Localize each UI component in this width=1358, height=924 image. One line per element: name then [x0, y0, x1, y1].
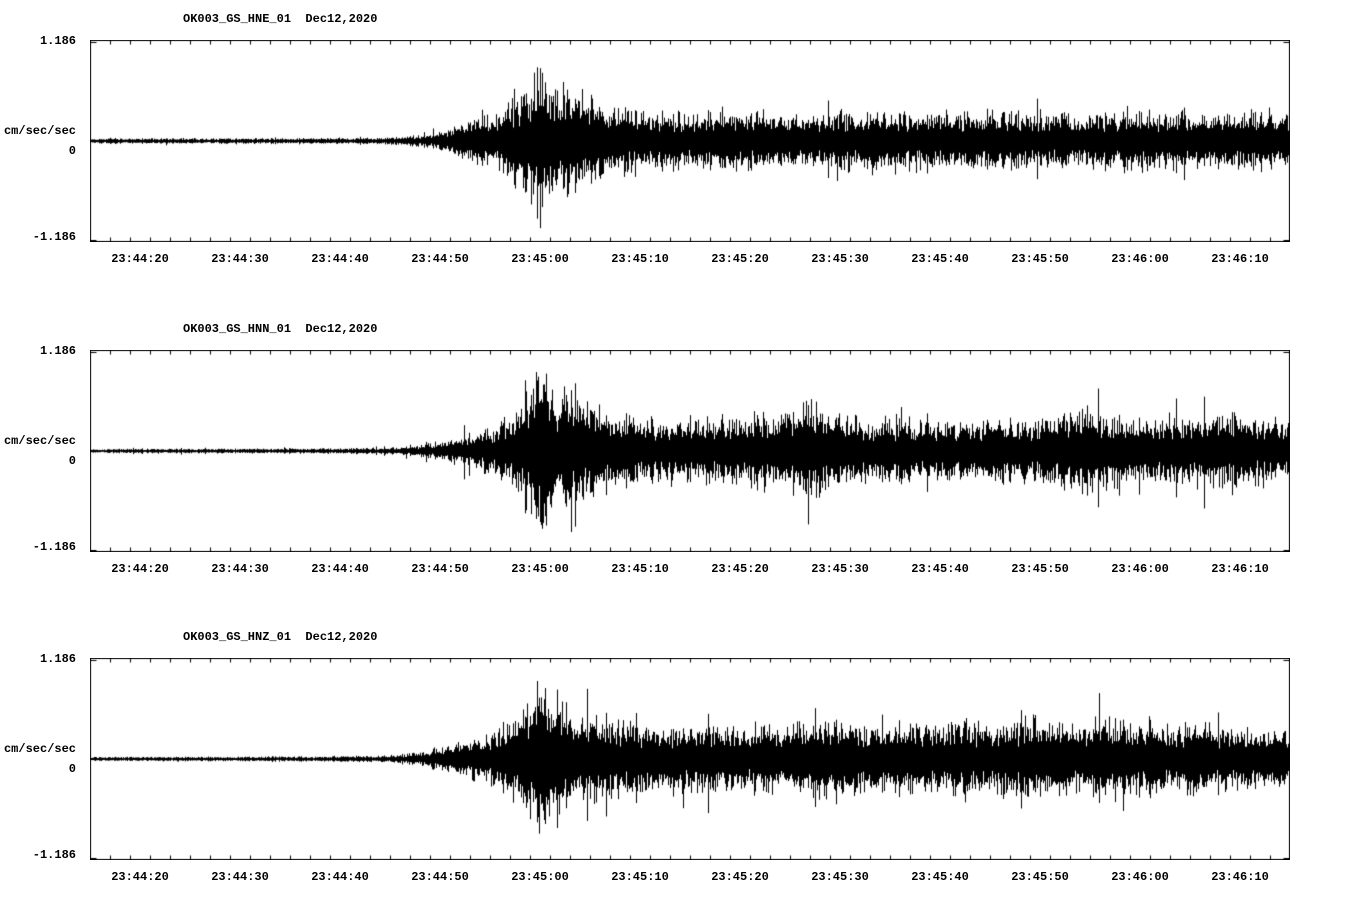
x-tick-label: 23:45:40 — [911, 562, 969, 576]
y-tick-zero: 0 — [68, 144, 76, 158]
y-tick-min: -1.186 — [32, 848, 76, 862]
x-tick-label: 23:45:30 — [811, 252, 869, 266]
waveform-canvas-hnn — [90, 350, 1290, 552]
y-tick-min: -1.186 — [32, 230, 76, 244]
x-tick-label: 23:44:20 — [111, 562, 169, 576]
trace-title-hnz: OK003_GS_HNZ_01 Dec12,2020 — [183, 630, 378, 644]
x-tick-label: 23:44:20 — [111, 870, 169, 884]
x-tick-label: 23:44:40 — [311, 870, 369, 884]
trace-panel-hnn: OK003_GS_HNN_01 Dec12,2020 1.186 cm/sec/… — [0, 310, 1358, 610]
y-tick-min: -1.186 — [32, 540, 76, 554]
x-tick-label: 23:45:50 — [1011, 562, 1069, 576]
x-tick-label: 23:44:30 — [211, 870, 269, 884]
x-tick-label: 23:46:10 — [1211, 252, 1269, 266]
x-tick-label: 23:45:50 — [1011, 252, 1069, 266]
trace-title-hnn: OK003_GS_HNN_01 Dec12,2020 — [183, 322, 378, 336]
x-tick-label: 23:45:00 — [511, 252, 569, 266]
y-tick-max: 1.186 — [39, 34, 76, 48]
x-tick-label: 23:46:10 — [1211, 870, 1269, 884]
x-tick-label: 23:44:30 — [211, 252, 269, 266]
x-tick-label: 23:44:50 — [411, 562, 469, 576]
x-tick-label: 23:45:50 — [1011, 870, 1069, 884]
x-tick-label: 23:45:40 — [911, 252, 969, 266]
y-tick-zero: 0 — [68, 454, 76, 468]
x-tick-label: 23:44:40 — [311, 252, 369, 266]
x-tick-label: 23:44:50 — [411, 870, 469, 884]
x-tick-label: 23:45:10 — [611, 252, 669, 266]
y-axis-units: cm/sec/sec — [3, 124, 76, 138]
x-tick-label: 23:45:30 — [811, 870, 869, 884]
x-tick-label: 23:45:40 — [911, 870, 969, 884]
trace-title-hne: OK003_GS_HNE_01 Dec12,2020 — [183, 12, 378, 26]
x-axis-labels: 23:44:20 23:44:30 23:44:40 23:44:50 23:45:00… — [0, 562, 1358, 578]
x-tick-label: 23:45:00 — [511, 562, 569, 576]
x-axis-labels: 23:44:20 23:44:30 23:44:40 23:44:50 23:45:00… — [0, 252, 1358, 268]
x-tick-label: 23:45:20 — [711, 562, 769, 576]
x-tick-label: 23:46:00 — [1111, 252, 1169, 266]
x-axis-labels: 23:44:20 23:44:30 23:44:40 23:44:50 23:45:00… — [0, 870, 1358, 886]
x-tick-label: 23:45:10 — [611, 870, 669, 884]
y-axis-units: cm/sec/sec — [3, 434, 76, 448]
x-tick-label: 23:46:10 — [1211, 562, 1269, 576]
waveform-canvas-hne — [90, 40, 1290, 242]
x-tick-label: 23:45:20 — [711, 252, 769, 266]
x-tick-label: 23:45:30 — [811, 562, 869, 576]
x-tick-label: 23:44:40 — [311, 562, 369, 576]
trace-panel-hne: OK003_GS_HNE_01 Dec12,2020 1.186 cm/sec/… — [0, 0, 1358, 300]
x-tick-label: 23:46:00 — [1111, 562, 1169, 576]
y-tick-zero: 0 — [68, 762, 76, 776]
x-tick-label: 23:44:50 — [411, 252, 469, 266]
y-axis-units: cm/sec/sec — [3, 742, 76, 756]
trace-panel-hnz: OK003_GS_HNZ_01 Dec12,2020 1.186 cm/sec/… — [0, 618, 1358, 918]
y-tick-max: 1.186 — [39, 652, 76, 666]
x-tick-label: 23:45:20 — [711, 870, 769, 884]
x-tick-label: 23:44:20 — [111, 252, 169, 266]
x-tick-label: 23:45:00 — [511, 870, 569, 884]
x-tick-label: 23:45:10 — [611, 562, 669, 576]
y-tick-max: 1.186 — [39, 344, 76, 358]
x-tick-label: 23:44:30 — [211, 562, 269, 576]
waveform-canvas-hnz — [90, 658, 1290, 860]
x-tick-label: 23:46:00 — [1111, 870, 1169, 884]
